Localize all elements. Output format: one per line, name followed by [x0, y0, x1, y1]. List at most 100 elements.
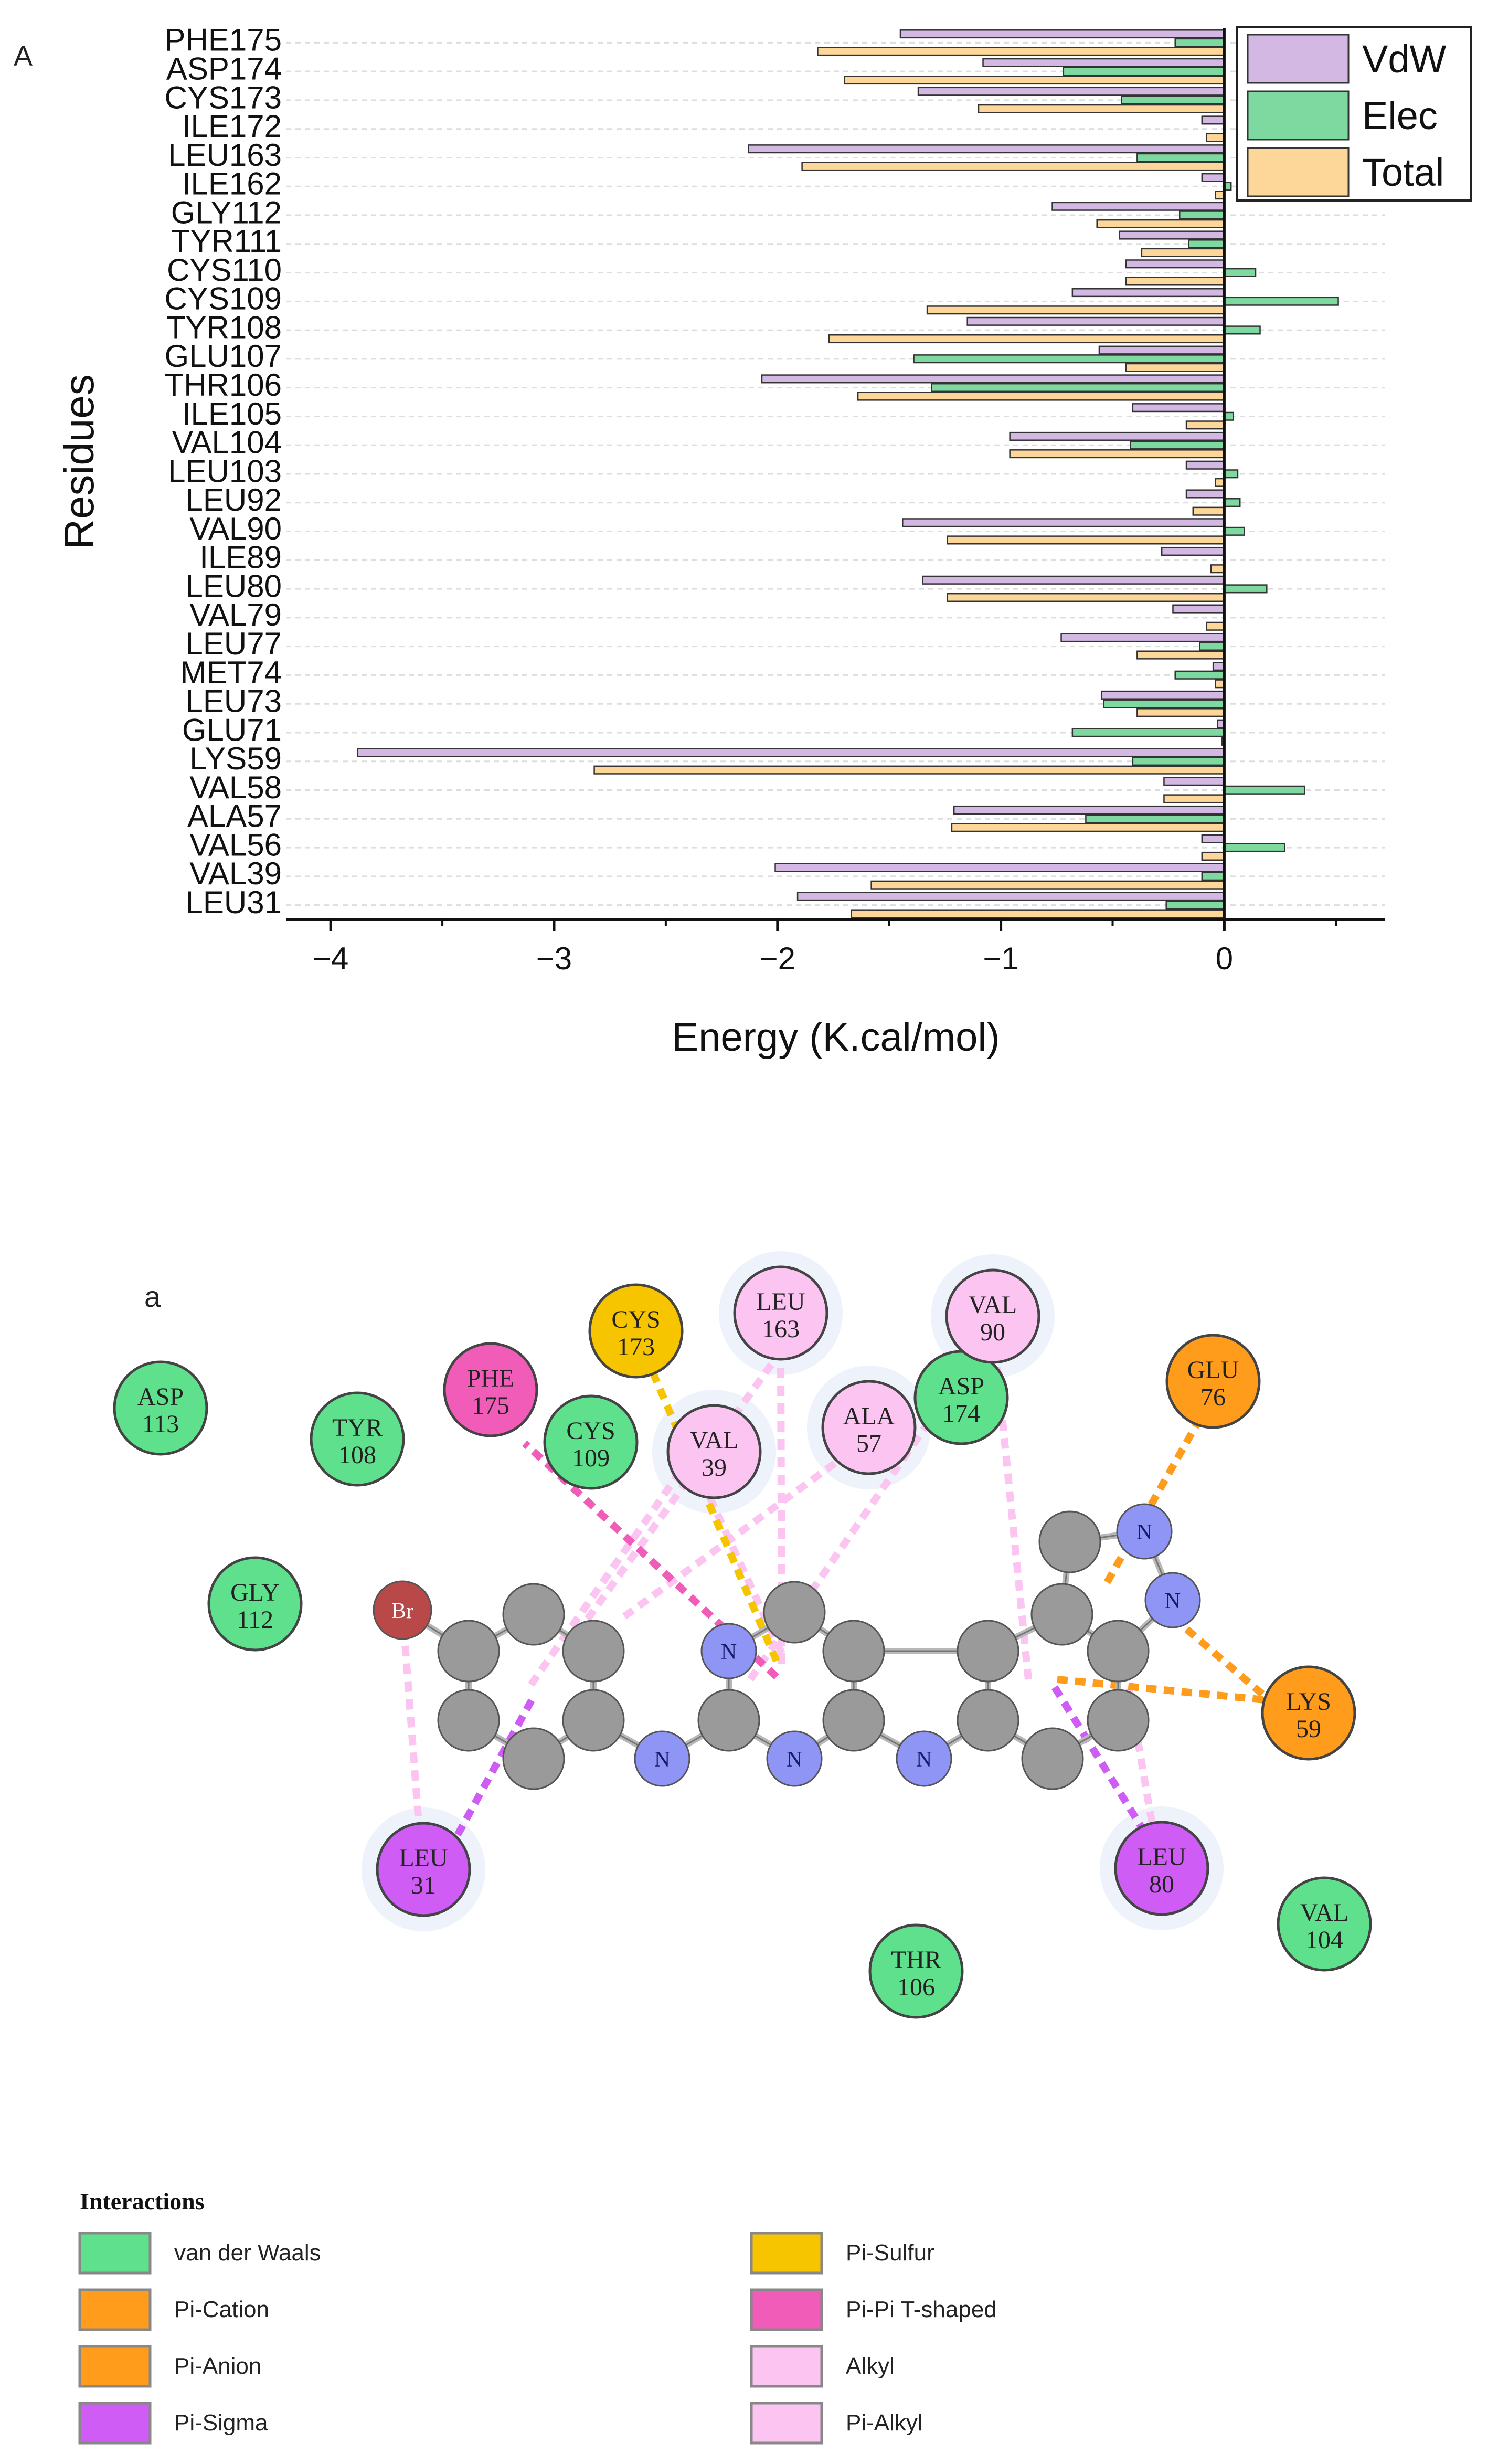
bar-elec-thr106 [931, 383, 1225, 393]
bar-vdw-val79 [1172, 604, 1225, 614]
category-label: VAL104 [172, 425, 282, 460]
panel-b-label: a [144, 1280, 161, 1313]
residue-number: 174 [942, 1400, 980, 1427]
residue-tyr-108: TYR108 [310, 1391, 405, 1487]
bar-vdw-val104 [1009, 431, 1225, 441]
residue-val-104: VAL104 [1277, 1876, 1372, 1972]
bar-vdw-val90 [901, 518, 1225, 527]
bar-total-thr106 [857, 392, 1225, 401]
carbon-atom [763, 1581, 826, 1644]
bar-total-val56 [1201, 851, 1225, 861]
category-label: GLY112 [171, 195, 282, 230]
category-label: GLU71 [182, 712, 282, 747]
nitrogen-atom [896, 1730, 952, 1787]
bar-vdw-val39 [774, 863, 1225, 872]
category-label: CYS110 [167, 252, 282, 288]
bar-vdw-ile172 [1201, 115, 1225, 125]
bar-vdw-phe175 [899, 29, 1225, 39]
bar-elec-cys173 [1121, 96, 1225, 105]
chart-gridlines [286, 41, 1385, 906]
bar-elec-lys59 [1132, 756, 1225, 766]
bar-vdw-leu31 [796, 892, 1225, 901]
chart-category-labels: PHE175ASP174CYS173ILE172LEU163ILE162GLY1… [165, 23, 282, 920]
residue-number: 175 [472, 1392, 509, 1420]
bar-elec-leu163 [1136, 153, 1225, 162]
residue-name: ALA [843, 1402, 895, 1430]
residue-circle [666, 1404, 762, 1499]
bar-vdw-cys173 [917, 87, 1225, 96]
residue-circle [1114, 1821, 1209, 1916]
bar-elec-ile105 [1224, 411, 1234, 421]
bar-total-lys59 [593, 765, 1225, 775]
x-axis-ticks: −4 −3 −2 −1 0 [313, 919, 1337, 976]
category-label: VAL56 [189, 827, 282, 862]
category-label: PHE175 [165, 23, 282, 58]
bar-total-tyr108 [828, 334, 1225, 344]
bar-vdw-thr106 [761, 374, 1225, 384]
interaction-line [1119, 1652, 1158, 1838]
interaction-line [1103, 1404, 1210, 1584]
legend-swatch-vdw [1247, 34, 1350, 84]
nitrogen-atom [766, 1730, 823, 1787]
category-label: TYR108 [166, 310, 282, 345]
bar-elec-val58 [1224, 785, 1305, 795]
residue-number: 104 [1305, 1926, 1343, 1954]
atom-label: N [721, 1640, 737, 1664]
bar-vdw-leu103 [1185, 460, 1225, 470]
category-label: ILE89 [199, 540, 282, 575]
bar-elec-glu107 [913, 354, 1225, 364]
bar-total-ile89 [1210, 564, 1225, 574]
category-label: VAL79 [189, 597, 282, 632]
legend-swatch [78, 2232, 152, 2275]
bar-total-leu163 [801, 162, 1225, 171]
legend-swatch-elec [1247, 90, 1350, 141]
residue-val-39: VAL39 [666, 1404, 762, 1499]
category-label: LEU73 [186, 684, 282, 719]
residue-name: VAL [1300, 1899, 1348, 1927]
bar-elec-gly112 [1179, 210, 1225, 220]
bar-vdw-gly112 [1051, 202, 1225, 211]
bar-elec-met74 [1174, 670, 1225, 680]
residue-number: 57 [856, 1430, 881, 1457]
category-label: VAL58 [189, 770, 282, 805]
legend-item-label: Alkyl [846, 2353, 895, 2379]
carbon-atom [822, 1620, 885, 1683]
bar-total-val58 [1163, 794, 1225, 803]
nitrogen-atom [700, 1623, 757, 1679]
bar-vdw-ile162 [1201, 173, 1225, 183]
residue-number: 109 [572, 1444, 610, 1472]
bar-elec-ala57 [1085, 814, 1225, 823]
bar-total-leu92 [1192, 506, 1225, 516]
residue-number: 112 [237, 1606, 273, 1634]
bar-vdw-ala57 [953, 805, 1225, 815]
residue-thr-106: THR106 [868, 1923, 964, 2019]
legend-swatch [750, 2288, 823, 2331]
residue-number: 173 [617, 1333, 655, 1361]
atom-label: N [916, 1748, 932, 1772]
bar-vdw-asp174 [982, 58, 1225, 67]
residue-number: 39 [702, 1454, 727, 1482]
bar-elec-cys109 [1224, 297, 1339, 306]
legend-swatch [750, 2402, 823, 2445]
bar-elec-phe175 [1174, 38, 1225, 47]
bar-elec-leu80 [1224, 584, 1268, 594]
interaction-line [622, 1445, 858, 1620]
bar-total-val39 [870, 880, 1225, 890]
bar-total-leu77 [1136, 650, 1225, 660]
residue-circle [868, 1923, 964, 2019]
carbon-atom [502, 1583, 565, 1646]
carbon-atom [957, 1620, 1019, 1683]
atom-label: Br [391, 1599, 413, 1623]
bar-total-tyr111 [1141, 248, 1225, 257]
residue-gly-112: GLY112 [207, 1556, 303, 1652]
atom-label: N [787, 1748, 802, 1772]
bar-elec-tyr108 [1224, 325, 1261, 335]
residue-circle [945, 1268, 1040, 1364]
bar-total-leu80 [947, 593, 1225, 602]
atom-label: N [654, 1748, 670, 1772]
category-label: ILE105 [182, 396, 282, 431]
bar-total-ile162 [1215, 191, 1225, 200]
bar-vdw-cys110 [1125, 259, 1225, 269]
